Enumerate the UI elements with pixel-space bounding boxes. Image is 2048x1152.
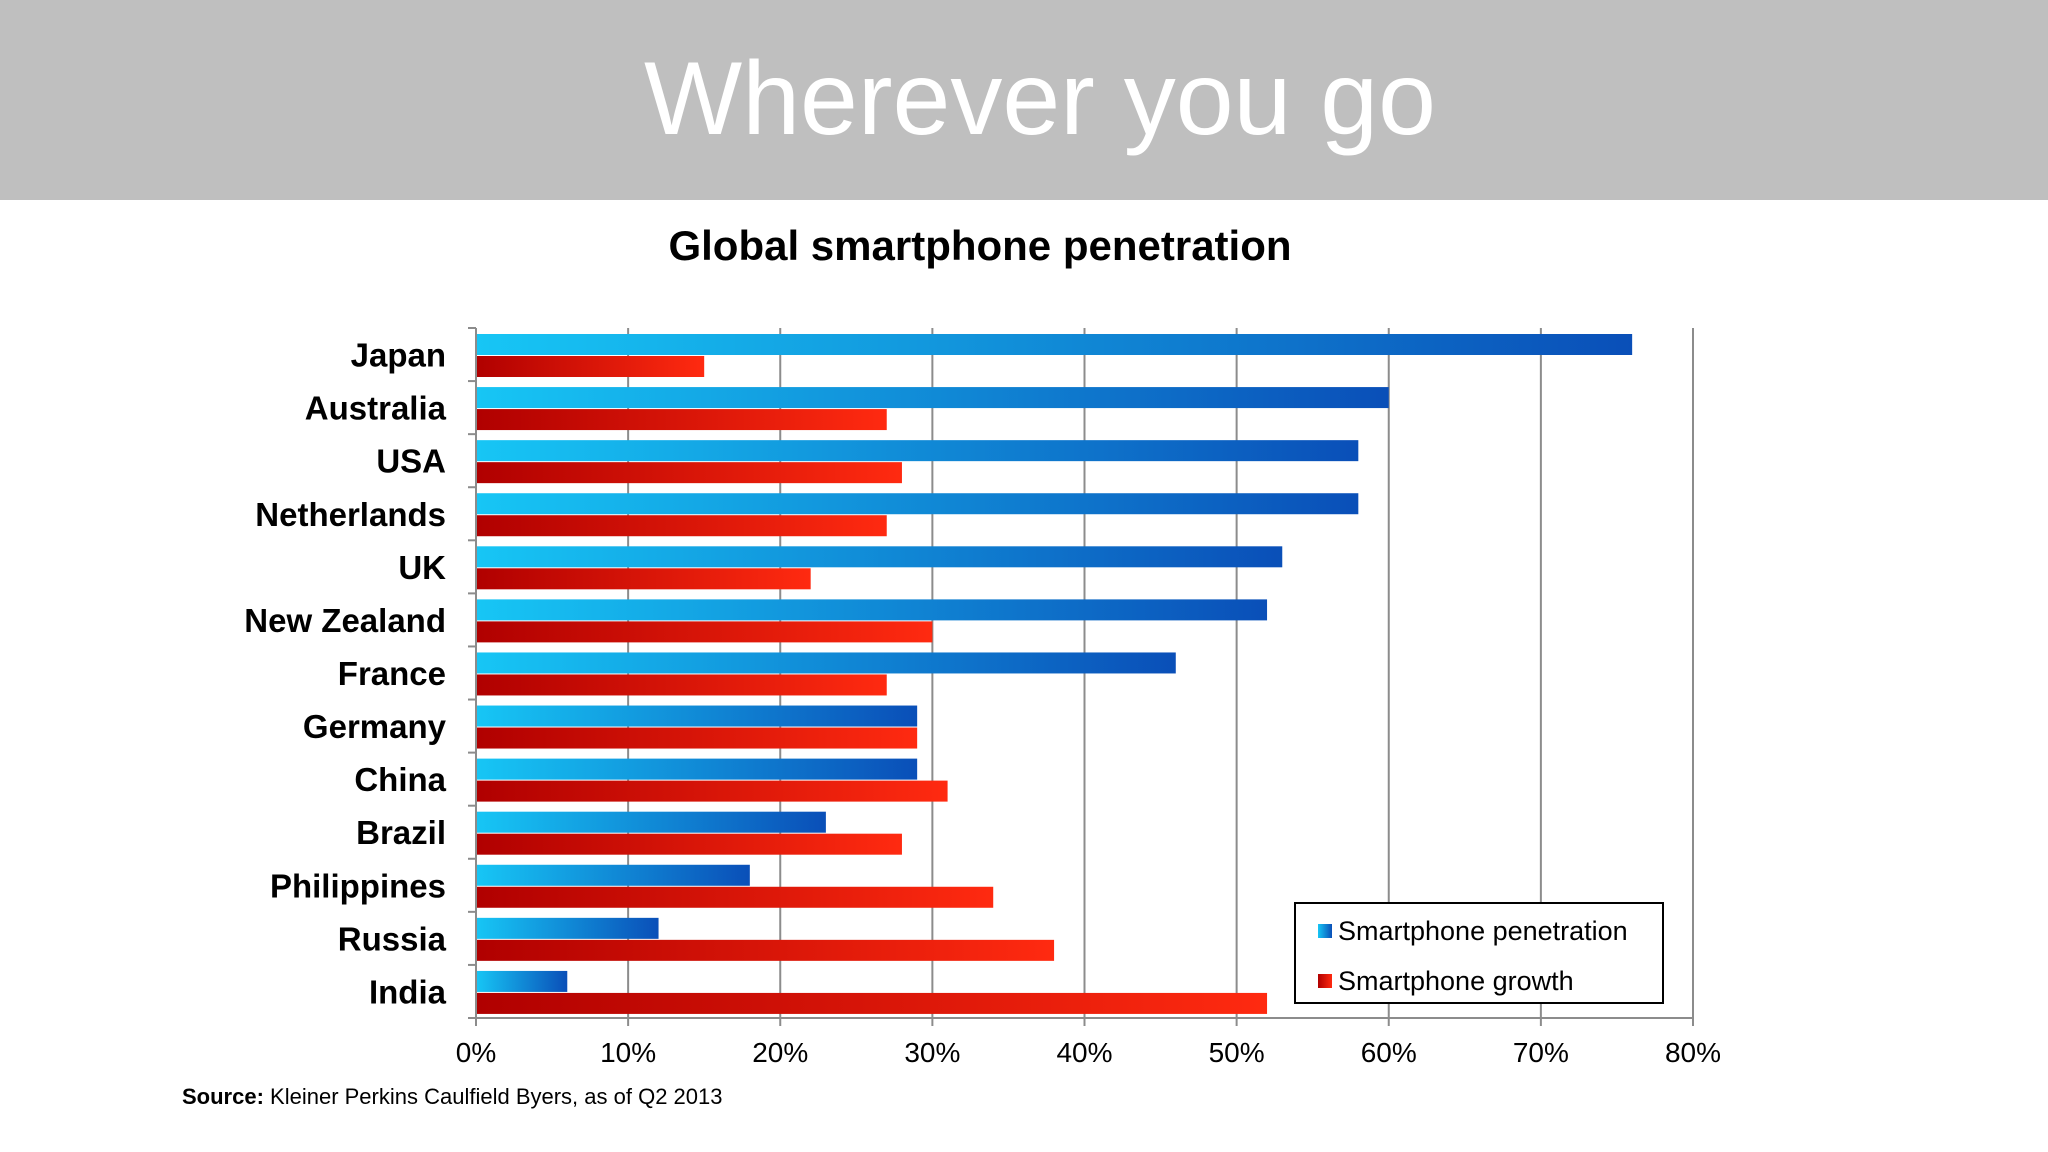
bar-growth	[476, 833, 902, 855]
bar-growth	[476, 780, 948, 802]
category-label: Brazil	[356, 814, 446, 851]
bar-penetration	[476, 493, 1359, 515]
legend-item-penetration: Smartphone penetration	[1318, 916, 1628, 946]
x-tick-label: 70%	[1513, 1037, 1569, 1068]
category-label: Netherlands	[255, 496, 446, 533]
category-label: UK	[398, 549, 446, 586]
bar-penetration	[476, 334, 1633, 355]
x-tick-label: 30%	[904, 1037, 960, 1068]
bar-penetration	[476, 546, 1283, 568]
category-label: Philippines	[270, 867, 446, 904]
source-text: Kleiner Perkins Caulfield Byers, as of Q…	[263, 1084, 723, 1109]
x-tick-label: 20%	[752, 1037, 808, 1068]
bar-growth	[476, 356, 705, 377]
category-label: China	[354, 761, 446, 798]
chart-legend: Smartphone penetration Smartphone growth	[1294, 902, 1664, 1004]
category-label: Australia	[305, 390, 447, 427]
bar-penetration	[476, 917, 659, 939]
bar-growth	[476, 727, 918, 749]
bar-growth	[476, 515, 887, 537]
legend-label-growth: Smartphone growth	[1338, 965, 1574, 996]
bar-penetration	[476, 599, 1268, 621]
bar-growth	[476, 992, 1268, 1014]
source-label: Source:	[182, 1084, 264, 1109]
bar-growth	[476, 674, 887, 696]
axis-labels: 0% 10% 20% 30% 40% 50% 60% 70% 80% Japan Australia…	[244, 337, 1721, 1068]
legend-swatch-penetration	[1318, 924, 1332, 938]
bar-growth	[476, 462, 902, 484]
bar-penetration	[476, 705, 918, 727]
legend-label-penetration: Smartphone penetration	[1338, 915, 1628, 946]
bar-penetration	[476, 387, 1389, 409]
x-tick-label: 10%	[600, 1037, 656, 1068]
category-label: USA	[376, 443, 446, 480]
bar-penetration	[476, 811, 826, 833]
x-tick-label: 0%	[456, 1037, 496, 1068]
slide-title: Wherever you go	[644, 41, 1436, 157]
legend-item-growth: Smartphone growth	[1318, 966, 1574, 996]
bar-marks	[476, 334, 1633, 1014]
bar-penetration	[476, 440, 1359, 462]
x-tick-label: 50%	[1209, 1037, 1265, 1068]
slide-header: Wherever you go	[0, 0, 2048, 200]
chart-title: Global smartphone penetration	[668, 222, 1292, 269]
bar-penetration	[476, 864, 750, 886]
bar-growth	[476, 621, 933, 643]
category-label: France	[338, 655, 446, 692]
category-label: New Zealand	[244, 602, 446, 639]
bar-penetration	[476, 970, 568, 992]
bar-penetration	[476, 758, 918, 780]
axes	[468, 327, 1694, 1026]
source-note: Source: Kleiner Perkins Caulfield Byers,…	[182, 1084, 722, 1110]
x-tick-label: 80%	[1665, 1037, 1721, 1068]
bar-growth	[476, 409, 887, 431]
category-label: India	[369, 973, 447, 1010]
x-tick-label: 60%	[1361, 1037, 1417, 1068]
legend-swatch-growth	[1318, 974, 1332, 988]
bar-penetration	[476, 652, 1176, 674]
bar-growth	[476, 939, 1055, 961]
x-tick-label: 40%	[1056, 1037, 1112, 1068]
category-label: Russia	[338, 920, 447, 957]
bar-growth	[476, 886, 994, 908]
bar-growth	[476, 568, 811, 590]
category-label: Germany	[303, 708, 447, 745]
category-label: Japan	[351, 337, 446, 374]
